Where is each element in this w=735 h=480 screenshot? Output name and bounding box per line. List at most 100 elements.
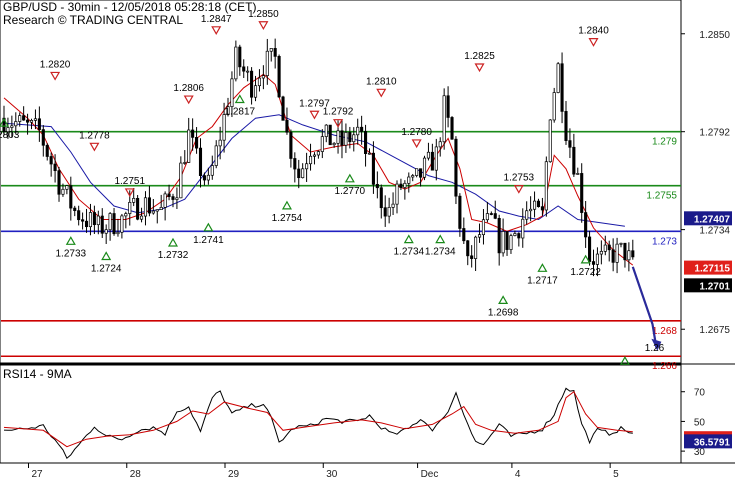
candle-body bbox=[627, 250, 631, 261]
time-tick-label-2: 29 bbox=[228, 469, 240, 480]
resistance-marker-5 bbox=[124, 188, 135, 198]
candle-body bbox=[277, 56, 281, 98]
candle-body bbox=[175, 197, 179, 200]
rsi-tick-label-0: 70 bbox=[694, 388, 706, 399]
candle-body bbox=[301, 168, 305, 179]
annotation-label-15: 1.2770 bbox=[335, 186, 366, 197]
candle-body bbox=[332, 142, 336, 146]
candle-body bbox=[591, 261, 596, 265]
resistance-marker-14 bbox=[333, 119, 344, 128]
candle-body bbox=[49, 156, 53, 165]
candle-body bbox=[489, 213, 493, 215]
resistance-marker-20 bbox=[474, 63, 485, 73]
candle-body bbox=[607, 244, 611, 251]
price-badge-label-0: 1.27407 bbox=[694, 214, 731, 225]
resistance-marker-17 bbox=[411, 139, 422, 149]
candle-body bbox=[261, 75, 265, 79]
candle-body bbox=[324, 124, 328, 137]
candle-body bbox=[140, 215, 144, 220]
candle-body bbox=[497, 217, 501, 254]
support-marker-8 bbox=[203, 222, 214, 232]
candle-body bbox=[615, 243, 619, 263]
candle-body bbox=[88, 212, 93, 228]
candle-body bbox=[367, 152, 372, 155]
candle-body bbox=[116, 231, 120, 235]
candle-body bbox=[218, 139, 222, 147]
candle-body bbox=[631, 250, 635, 258]
forecast-arrow bbox=[631, 266, 662, 351]
candle-body bbox=[501, 231, 505, 254]
candle-body bbox=[191, 129, 195, 138]
annotation-label-12: 1.2754 bbox=[272, 213, 303, 224]
candle-body bbox=[136, 197, 140, 220]
candle-body bbox=[206, 174, 210, 181]
annotation-label-19: 1.2734 bbox=[425, 247, 456, 258]
candle-body bbox=[6, 127, 10, 133]
time-tick-label-3: 30 bbox=[326, 469, 338, 480]
candle-body bbox=[411, 175, 415, 178]
level-label-1: 1.2755 bbox=[646, 191, 677, 202]
time-tick-label-1: 28 bbox=[130, 469, 142, 480]
candle-body bbox=[151, 210, 155, 214]
candle-body bbox=[426, 151, 430, 159]
annotation-label-9: 1.2847 bbox=[201, 14, 232, 25]
candle-body bbox=[560, 63, 564, 112]
candle-body bbox=[493, 213, 497, 219]
support-marker-4 bbox=[101, 251, 112, 261]
candle-body bbox=[572, 146, 576, 175]
price-axis: 1.2850 1.2792 1.2734 1.2675 bbox=[681, 30, 730, 336]
chart-source: Research © TRADING CENTRAL bbox=[3, 13, 183, 27]
candle-body bbox=[265, 50, 269, 76]
candle-body bbox=[442, 95, 446, 143]
swing-annotations: 1.2803 1.2820 1.2733 1.2778 1.2724 1.2751 1.27… bbox=[0, 9, 665, 365]
candle-body bbox=[470, 255, 474, 259]
price-badge-1 bbox=[684, 260, 732, 275]
resistance-marker-25 bbox=[588, 38, 599, 47]
candle-body bbox=[57, 170, 61, 195]
candle-body bbox=[619, 242, 623, 245]
candle-body bbox=[576, 173, 580, 175]
candle-body bbox=[285, 119, 289, 133]
candle-body bbox=[477, 234, 482, 238]
candle-body bbox=[45, 144, 49, 157]
candle-body bbox=[540, 206, 544, 211]
candle-body bbox=[84, 220, 89, 228]
price-tick-label-0: 1.2850 bbox=[699, 30, 730, 41]
horizontal-levels: 1.279 1.2755 1.273 1.268 1.266 bbox=[1, 130, 681, 372]
resistance-marker-16 bbox=[376, 88, 387, 98]
annotation-label-7: 1.2806 bbox=[173, 83, 204, 94]
time-tick-label-6: 5 bbox=[613, 469, 619, 480]
candle-body bbox=[230, 78, 234, 107]
candle-body bbox=[195, 137, 199, 149]
level-label-2: 1.273 bbox=[652, 236, 677, 247]
candle-body bbox=[183, 162, 187, 164]
annotation-label-4: 1.2724 bbox=[91, 264, 122, 275]
time-axis: 27 28 29 30 Dec 4 5 bbox=[28, 463, 619, 480]
candle-body bbox=[155, 209, 159, 212]
annotation-label-10: 1.2817 bbox=[225, 106, 256, 117]
candle-body bbox=[387, 207, 391, 217]
resistance-marker-9 bbox=[211, 26, 222, 36]
rsi-axis: 70503038.701536.5791 bbox=[681, 388, 732, 458]
candle-body bbox=[222, 114, 226, 141]
candle-body bbox=[395, 183, 399, 205]
candle-body bbox=[474, 236, 478, 259]
candle-body bbox=[568, 140, 572, 148]
level-label-4: 1.266 bbox=[652, 361, 677, 372]
price-badge-2 bbox=[684, 278, 732, 293]
candle-body bbox=[214, 145, 218, 166]
candle-body bbox=[344, 132, 348, 146]
price-candles bbox=[2, 38, 635, 277]
candle-body bbox=[96, 215, 100, 226]
candle-body bbox=[580, 173, 584, 213]
ma-slow-line bbox=[3, 114, 625, 227]
annotation-label-16: 1.2810 bbox=[366, 76, 397, 87]
support-marker-12 bbox=[281, 200, 292, 210]
annotation-label-20: 1.2825 bbox=[464, 51, 495, 62]
annotation-label-21: 1.2698 bbox=[488, 307, 519, 318]
price-badge-0 bbox=[684, 211, 732, 226]
annotation-label-5: 1.2751 bbox=[114, 176, 145, 187]
annotation-label-24: 1.2722 bbox=[570, 267, 601, 278]
candle-body bbox=[599, 251, 603, 255]
candle-body bbox=[611, 249, 615, 263]
